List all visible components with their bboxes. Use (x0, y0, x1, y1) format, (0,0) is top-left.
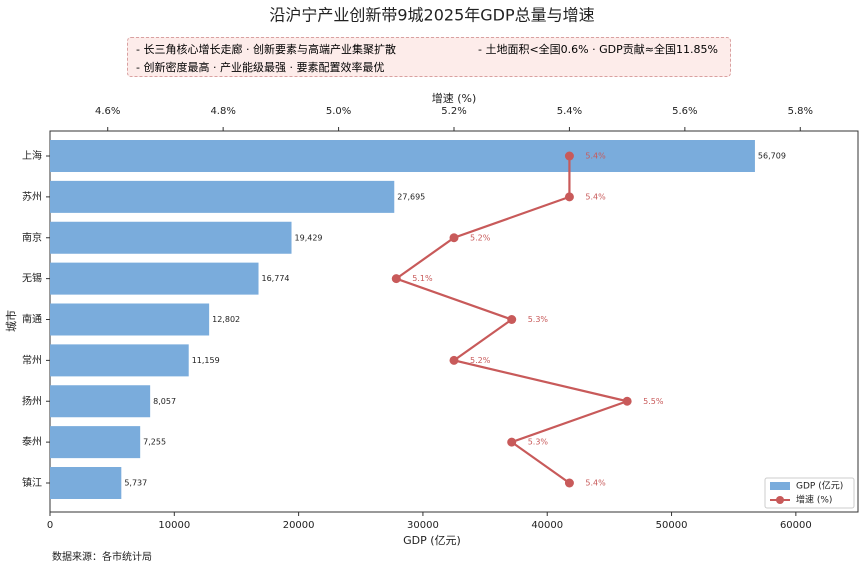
bar-value-label: 8,057 (153, 397, 176, 406)
growth-point (564, 478, 574, 488)
x2-axis-label: 增速 (%) (432, 91, 477, 105)
x2-tick-label: 4.8% (210, 106, 235, 117)
bar (50, 140, 755, 172)
x-tick-label: 20000 (283, 520, 315, 531)
x2-tick-label: 5.2% (441, 106, 466, 117)
growth-point (507, 315, 517, 324)
bar-value-label: 16,774 (262, 274, 290, 283)
y-tick-label: 泰州 (22, 435, 42, 448)
x2-tick-label: 5.6% (672, 106, 697, 117)
x2-tick-label: 5.0% (326, 106, 351, 117)
growth-value-label: 5.2% (470, 233, 491, 242)
growth-value-label: 5.1% (412, 274, 433, 283)
source-note: 数据来源：各市统计局 (52, 550, 152, 563)
x2-tick-label: 4.6% (95, 106, 120, 117)
chart-title: 沿沪宁产业创新带9城2025年GDP总量与增速 (269, 6, 594, 25)
bar-value-label: 11,159 (192, 356, 220, 365)
bar (50, 303, 210, 336)
bar (50, 221, 292, 254)
growth-value-label: 5.4% (585, 192, 606, 201)
y-tick-label: 上海 (22, 149, 42, 162)
growth-point (564, 151, 574, 161)
x-tick-label: 40000 (531, 520, 563, 531)
y-tick-label: 常州 (22, 353, 42, 366)
annotation: - 土地面积<全国0.6% · GDP贡献≈全国11.85% (478, 43, 718, 56)
y-tick-label: 镇江 (22, 476, 42, 489)
bar (50, 344, 189, 377)
y-tick-label: 南通 (22, 313, 42, 326)
y-tick-label: 无锡 (22, 272, 42, 285)
legend-marker (776, 496, 784, 504)
bar-value-label: 56,709 (758, 152, 786, 161)
legend-label: GDP (亿元) (796, 480, 843, 492)
growth-point (564, 192, 574, 202)
x2-tick-label: 5.8% (788, 106, 813, 117)
growth-point (449, 233, 459, 243)
annotation: - 创新密度最高 · 产业能级最强 · 要素配置效率最优 (136, 61, 385, 74)
bar-value-label: 19,429 (295, 233, 323, 242)
growth-point (449, 355, 459, 365)
bar-value-label: 7,255 (143, 438, 166, 447)
x-tick-label: 10000 (158, 520, 190, 531)
bar-value-label: 27,695 (397, 192, 425, 201)
y-tick-label: 南京 (22, 231, 42, 244)
growth-value-label: 5.4% (585, 479, 606, 488)
annotation-box: - 长三角核心增长走廊 · 创新要素与高端产业集聚扩散 - 土地面积<全国0.6… (127, 37, 731, 77)
legend-swatch (770, 482, 790, 490)
growth-value-label: 5.5% (643, 397, 664, 406)
annotation: - 长三角核心增长走廊 · 创新要素与高端产业集聚扩散 (136, 43, 396, 56)
bar (50, 426, 141, 459)
bar-value-label: 5,737 (124, 479, 147, 488)
x-tick-label: 30000 (407, 520, 439, 531)
bar (50, 180, 395, 213)
growth-value-label: 5.3% (528, 438, 549, 447)
y-axis-label: 城市 (4, 310, 18, 332)
x-tick-label: 60000 (780, 520, 812, 531)
x-tick-label: 0 (47, 520, 53, 531)
growth-point (507, 437, 517, 447)
x-tick-label: 50000 (656, 520, 688, 531)
x-axis-label: GDP (亿元) (403, 534, 461, 547)
bar (50, 385, 151, 418)
legend-label: 增速 (%) (796, 494, 832, 506)
growth-value-label: 5.2% (470, 356, 491, 365)
growth-value-label: 5.3% (528, 315, 549, 324)
growth-value-label: 5.4% (585, 152, 606, 161)
y-tick-label: 扬州 (22, 394, 42, 407)
x2-tick-label: 5.4% (557, 106, 582, 117)
bar (50, 467, 122, 499)
bar-value-label: 12,802 (212, 315, 240, 324)
bar (50, 262, 259, 295)
y-tick-label: 苏州 (22, 190, 42, 203)
growth-point (622, 396, 632, 406)
growth-point (391, 274, 401, 284)
